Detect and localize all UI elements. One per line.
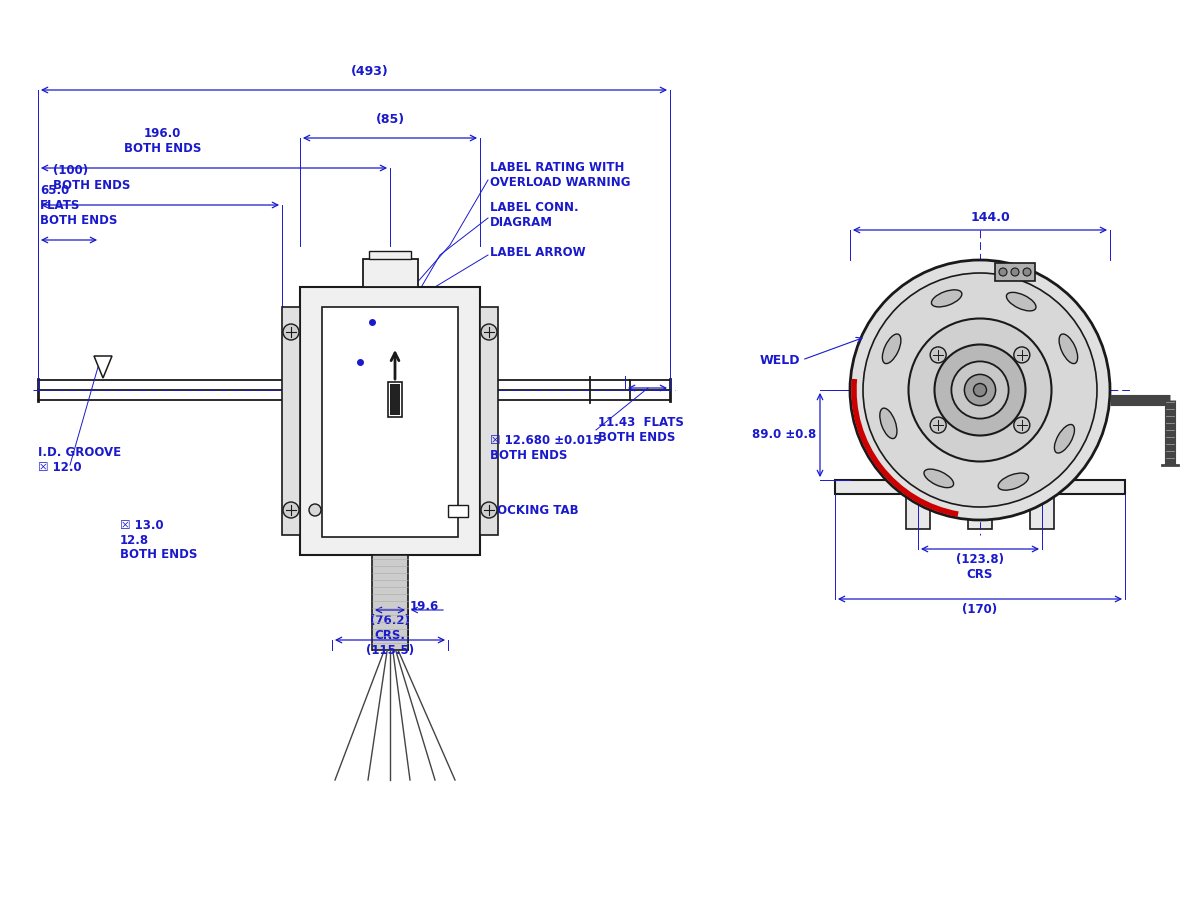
Ellipse shape [863, 273, 1097, 507]
Text: 196.0
BOTH ENDS: 196.0 BOTH ENDS [124, 127, 202, 155]
Text: ☒ 13.0
12.8
BOTH ENDS: ☒ 13.0 12.8 BOTH ENDS [120, 518, 197, 562]
Bar [390, 384, 400, 415]
Ellipse shape [1060, 334, 1078, 364]
Text: I.D. GROOVE
☒ 12.0: I.D. GROOVE ☒ 12.0 [38, 446, 121, 474]
Bar [282, 307, 300, 535]
Text: 19.6: 19.6 [410, 599, 439, 613]
Bar [835, 480, 1126, 494]
Ellipse shape [924, 469, 954, 488]
Text: (85): (85) [376, 113, 404, 126]
Bar [300, 287, 480, 555]
Ellipse shape [935, 345, 1026, 436]
Text: LABEL ARROW: LABEL ARROW [490, 246, 586, 258]
Text: (76.2)
CRS.: (76.2) CRS. [370, 614, 410, 642]
Circle shape [1010, 268, 1019, 276]
Circle shape [930, 417, 946, 433]
Text: ☒ 12.680 ±0.015
BOTH ENDS: ☒ 12.680 ±0.015 BOTH ENDS [490, 434, 601, 462]
Bar [1030, 494, 1054, 529]
Ellipse shape [931, 290, 962, 307]
Ellipse shape [973, 383, 986, 397]
Text: LABEL RATING WITH
OVERLOAD WARNING: LABEL RATING WITH OVERLOAD WARNING [490, 161, 630, 189]
Circle shape [998, 268, 1007, 276]
Circle shape [283, 502, 299, 518]
Circle shape [310, 504, 322, 516]
Ellipse shape [952, 362, 1008, 418]
Bar [322, 307, 458, 537]
Text: 144.0: 144.0 [970, 211, 1010, 224]
Text: 65.0
FLATS
BOTH ENDS: 65.0 FLATS BOTH ENDS [40, 184, 118, 227]
Ellipse shape [882, 334, 901, 364]
Text: 89.0 ±0.8: 89.0 ±0.8 [751, 428, 816, 442]
Circle shape [481, 502, 497, 518]
Text: (493): (493) [352, 65, 389, 78]
Text: (170): (170) [962, 603, 997, 616]
Ellipse shape [998, 473, 1028, 491]
Bar [388, 382, 402, 417]
Circle shape [1014, 417, 1030, 433]
Text: WELD: WELD [760, 354, 800, 366]
Ellipse shape [880, 408, 896, 438]
Bar [906, 494, 930, 529]
Text: (123.8)
CRS: (123.8) CRS [956, 553, 1004, 581]
Ellipse shape [850, 260, 1110, 520]
Ellipse shape [1055, 425, 1074, 453]
Bar [448, 505, 468, 517]
Text: (100)
BOTH ENDS: (100) BOTH ENDS [53, 164, 131, 192]
Bar [372, 555, 408, 650]
Text: LABEL CONN.
DIAGRAM: LABEL CONN. DIAGRAM [490, 201, 578, 229]
Text: LOCKING TAB: LOCKING TAB [490, 503, 578, 517]
Bar [370, 251, 410, 259]
Text: (115.5): (115.5) [366, 644, 414, 657]
Circle shape [481, 324, 497, 340]
Bar [480, 307, 498, 535]
Circle shape [283, 324, 299, 340]
Bar [995, 263, 1034, 281]
Bar [968, 494, 992, 529]
Circle shape [1022, 268, 1031, 276]
Bar [362, 259, 418, 287]
Circle shape [1014, 346, 1030, 363]
Ellipse shape [908, 319, 1051, 462]
Ellipse shape [1007, 292, 1036, 310]
Circle shape [930, 346, 946, 363]
Ellipse shape [965, 374, 996, 406]
Text: 11.43  FLATS
BOTH ENDS: 11.43 FLATS BOTH ENDS [598, 416, 684, 444]
